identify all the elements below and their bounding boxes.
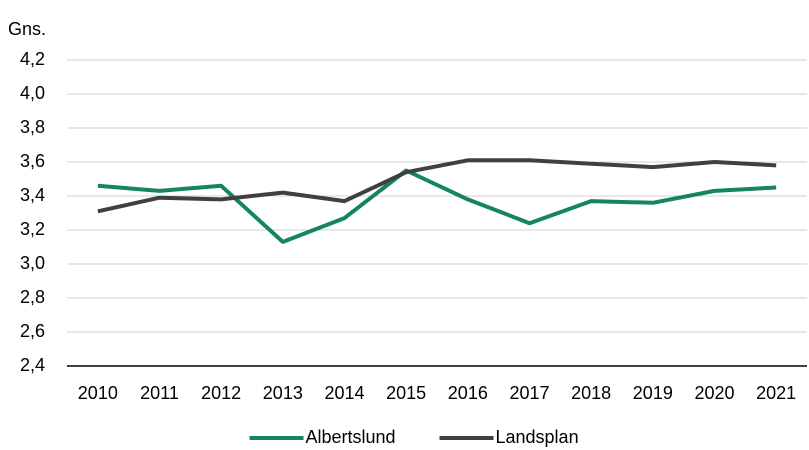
x-tick-label: 2010 xyxy=(78,383,118,403)
x-tick-label: 2014 xyxy=(324,383,364,403)
legend-label: Landsplan xyxy=(496,427,579,447)
x-tick-label: 2012 xyxy=(201,383,241,403)
x-tick-label: 2016 xyxy=(448,383,488,403)
y-tick-label: 4,0 xyxy=(20,83,45,103)
y-tick-label: 3,8 xyxy=(20,117,45,137)
y-tick-label: 3,6 xyxy=(20,151,45,171)
x-tick-label: 2013 xyxy=(263,383,303,403)
x-tick-label: 2017 xyxy=(509,383,549,403)
y-tick-label: 4,2 xyxy=(20,49,45,69)
y-tick-label: 3,4 xyxy=(20,185,45,205)
y-axis-label: Gns. xyxy=(8,19,46,39)
y-tick-label: 3,2 xyxy=(20,219,45,239)
x-tick-label: 2011 xyxy=(140,383,179,403)
y-tick-label: 3,0 xyxy=(20,253,45,273)
y-tick-label: 2,4 xyxy=(20,355,45,375)
legend-label: Albertslund xyxy=(306,427,396,447)
line xyxy=(97,168,777,244)
x-tick-label: 2019 xyxy=(633,383,673,403)
y-tick-label: 2,6 xyxy=(20,321,45,341)
x-tick-label: 2020 xyxy=(694,383,734,403)
line xyxy=(97,158,777,214)
x-tick-label: 2015 xyxy=(386,383,426,403)
y-tick-label: 2,8 xyxy=(20,287,45,307)
x-tick-label: 2018 xyxy=(571,383,611,403)
x-tick-label: 2021 xyxy=(756,383,796,403)
